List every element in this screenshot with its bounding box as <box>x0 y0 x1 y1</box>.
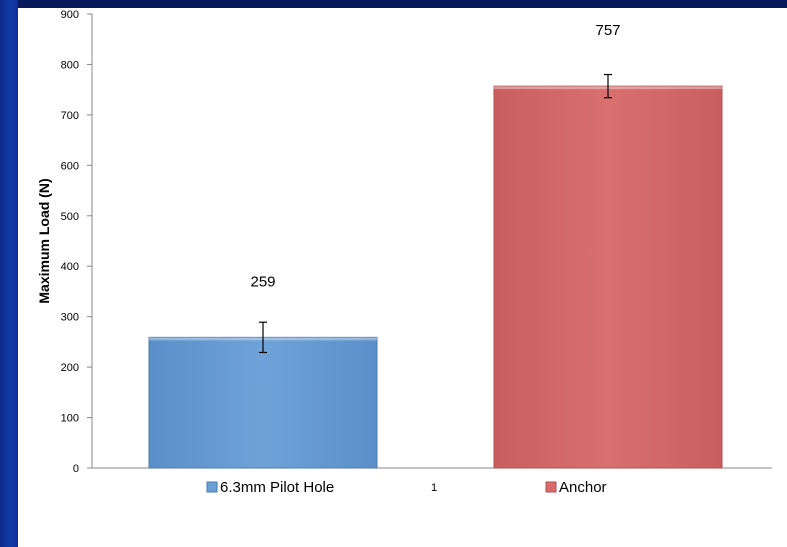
y-tick-label: 700 <box>61 110 79 122</box>
top-band <box>0 0 787 8</box>
y-tick-label: 900 <box>61 9 79 21</box>
data-label: 259 <box>250 273 275 290</box>
y-tick-label: 300 <box>61 312 79 324</box>
y-ticks: 0 100 200 300 400 500 600 700 800 900 <box>61 9 92 475</box>
y-tick-label: 200 <box>61 362 79 374</box>
legend-swatch-anchor <box>545 481 557 493</box>
bar-anchor <box>493 85 723 469</box>
y-tick-label: 100 <box>61 413 79 425</box>
y-tick-label: 500 <box>61 211 79 223</box>
y-tick-label: 400 <box>61 261 79 273</box>
error-bars <box>259 73 612 354</box>
legend-label-anchor: Anchor <box>559 479 607 496</box>
data-label: 757 <box>595 22 620 39</box>
y-axis-title: Maximum Load (N) <box>36 178 52 303</box>
data-labels: 259 757 <box>250 22 620 290</box>
bars <box>148 85 723 469</box>
legend-swatch-pilot-hole <box>206 481 218 493</box>
bar-pilot-hole <box>148 336 378 469</box>
x-category-label: 1 <box>431 482 437 494</box>
y-tick-label: 600 <box>61 160 79 172</box>
left-band <box>0 0 18 547</box>
legend: 6.3mm Pilot Hole 1 Anchor <box>206 479 607 496</box>
y-tick-label: 0 <box>73 463 79 475</box>
legend-label-pilot-hole: 6.3mm Pilot Hole <box>220 479 334 496</box>
y-tick-label: 800 <box>61 59 79 71</box>
